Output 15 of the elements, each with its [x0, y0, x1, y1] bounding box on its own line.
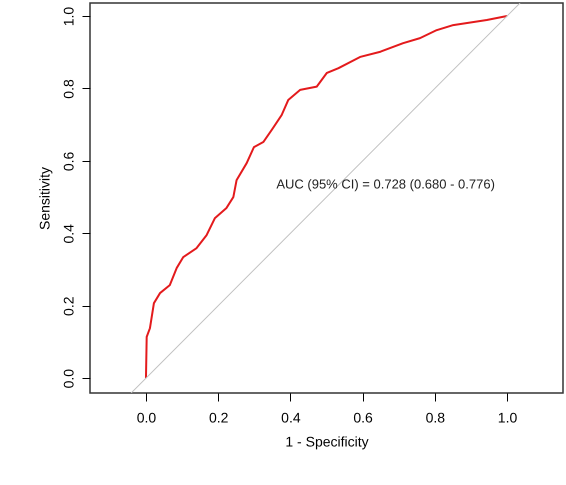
x-tick-label: 0.6	[353, 410, 374, 426]
x-tick-label: 0.4	[281, 410, 301, 426]
x-tick-label: 0.0	[136, 410, 156, 426]
y-tick-label: 0.0	[60, 368, 76, 388]
y-tick-label: 0.2	[60, 296, 76, 316]
x-tick-label: 0.2	[208, 410, 229, 426]
annotation: AUC (95% CI) = 0.728 (0.680 - 0.776)	[276, 176, 495, 192]
y-tick-label: 0.4	[60, 224, 76, 244]
y-tick-label: 0.6	[60, 151, 76, 172]
y-axis-title: Sensitivity	[36, 166, 52, 230]
x-tick-label: 1.0	[498, 410, 518, 426]
x-axis-title: 1 - Specificity	[285, 434, 369, 450]
x-tick-label: 0.8	[426, 410, 446, 426]
y-tick-label: 1.0	[60, 6, 76, 26]
y-tick-label: 0.8	[60, 79, 76, 99]
